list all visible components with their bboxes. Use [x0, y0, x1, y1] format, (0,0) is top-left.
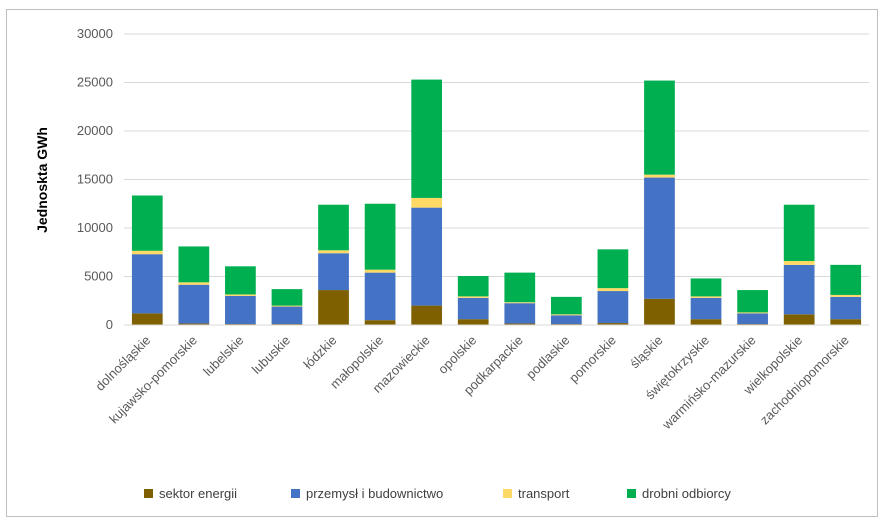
x-tick-label: lubuskie [249, 333, 293, 377]
legend: sektor energii przemysł i budownictwo tran… [144, 486, 731, 501]
bar-segment [364, 272, 396, 321]
bar-segment [271, 305, 303, 307]
bar-segment [644, 177, 675, 299]
x-tick-label: śląskie [627, 333, 666, 372]
bar-segment [178, 323, 210, 325]
bars [131, 79, 862, 325]
bar-segment [364, 269, 396, 273]
y-tick-label: 25000 [77, 75, 113, 90]
bar-segment [550, 314, 582, 316]
bar-segment [597, 249, 629, 289]
bar-segment [830, 319, 862, 325]
bar-segment [690, 296, 722, 298]
bar-segment [550, 296, 582, 315]
bar-segment [737, 313, 768, 325]
bar-segment [830, 264, 862, 295]
bar-segment [644, 298, 675, 325]
y-tick-label: 10000 [77, 220, 113, 235]
bar-segment [131, 195, 163, 251]
bar-segment [830, 294, 862, 297]
bar-segment [225, 266, 256, 295]
bar-segment [318, 250, 349, 254]
bar-segment [178, 282, 210, 285]
x-tick-label: zachodniopomorskie [757, 333, 852, 428]
bar-segment [457, 319, 489, 325]
y-tick-label: 5000 [84, 269, 113, 284]
bar-segment [644, 174, 675, 178]
bar-segment [783, 260, 815, 265]
bar-segment [364, 320, 396, 325]
bar-segment [318, 204, 349, 251]
y-axis-title: Jednoskta GWh [34, 127, 50, 233]
bar-segment [504, 303, 536, 324]
x-tick-label: łódzkie [300, 333, 339, 372]
bar-segment [131, 254, 163, 314]
legend-swatch [291, 489, 300, 498]
bar-segment [271, 306, 303, 325]
bar-segment [318, 253, 349, 291]
bar-segment [737, 312, 768, 314]
x-tick-label: kujawsko-pomorskie [106, 333, 200, 427]
bar-segment [131, 313, 163, 325]
bar-segment [783, 204, 815, 261]
bar-segment [178, 284, 210, 324]
bar-segment [783, 264, 815, 315]
x-tick-label: pomorskie [566, 333, 619, 386]
bar-segment [597, 288, 629, 292]
bar-segment [411, 79, 443, 198]
bar-segment [364, 203, 396, 270]
legend-label: sektor energii [159, 486, 237, 501]
legend-label: przemysł i budownictwo [306, 486, 443, 501]
x-tick-label: opolskie [435, 333, 479, 377]
bar-segment [737, 290, 768, 313]
y-tick-label: 15000 [77, 172, 113, 187]
bar-segment [690, 297, 722, 320]
y-tick-label: 30000 [77, 26, 113, 41]
legend-swatch [627, 489, 636, 498]
y-tick-label: 0 [106, 317, 113, 332]
bar-segment [504, 323, 536, 325]
chart-area: 0 5000 10000 15000 20000 25000 30000 dolnośląs… [6, 9, 878, 517]
bar-segment [597, 291, 629, 324]
y-tick-label: 20000 [77, 123, 113, 138]
bar-segment [411, 197, 443, 208]
bar-segment [457, 276, 489, 297]
legend-label: drobni odbiorcy [642, 486, 731, 501]
gridlines [124, 33, 869, 277]
bar-segment [783, 314, 815, 325]
bar-segment [550, 315, 582, 325]
bar-segment [690, 278, 722, 297]
bar-segment [457, 297, 489, 320]
bar-segment [225, 295, 256, 325]
bar-segment [225, 294, 256, 296]
bar-segment [644, 80, 675, 175]
y-axis-ticks: 0 5000 10000 15000 20000 25000 30000 [77, 26, 113, 332]
x-tick-label: lubelskie [200, 333, 246, 379]
bar-segment [830, 296, 862, 320]
bar-segment [690, 319, 722, 325]
bar-segment [318, 290, 349, 325]
bar-segment [504, 302, 536, 304]
bar-segment [178, 246, 210, 283]
bar-segment [411, 207, 443, 306]
bar-segment [131, 250, 163, 255]
bar-segment [504, 272, 536, 303]
legend-swatch [144, 489, 153, 498]
legend-label: transport [518, 486, 570, 501]
bar-segment [271, 289, 303, 306]
bar-segment [457, 296, 489, 298]
bar-segment [411, 305, 443, 325]
legend-swatch [503, 489, 512, 498]
bar-segment [597, 323, 629, 325]
